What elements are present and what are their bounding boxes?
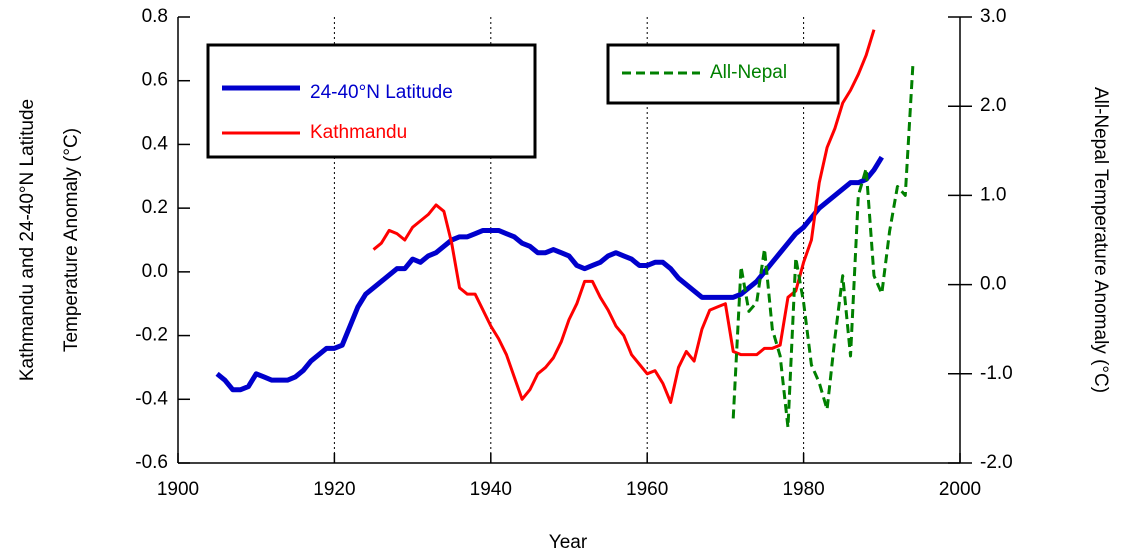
line-series (372, 29, 876, 404)
y2-tick-label: 0.0 (980, 274, 1006, 295)
y2-tick-label: 2.0 (980, 95, 1006, 116)
legend-label: 24-40°N Latitude (310, 82, 453, 103)
y-tick-label: -0.2 (135, 325, 168, 346)
x-tick-label: 1920 (313, 479, 355, 500)
legend-label: All-Nepal (710, 62, 787, 83)
y-tick-label: 0.6 (142, 70, 168, 91)
y2-axis-title: All-Nepal Temperature Anomaly (°C) (1090, 87, 1111, 393)
y-tick-label: 0.2 (142, 197, 168, 218)
y2-tick-label: 3.0 (980, 6, 1006, 27)
y2-tick-label: -2.0 (980, 452, 1013, 473)
line-series (215, 155, 884, 393)
x-tick-label: 1960 (626, 479, 668, 500)
y2-tick-label: 1.0 (980, 184, 1006, 205)
x-axis-title: Year (549, 532, 588, 553)
legend (206, 43, 537, 159)
legend-label: Kathmandu (310, 122, 407, 143)
x-tick-label: 1940 (470, 479, 512, 500)
y2-tick-label: -1.0 (980, 363, 1013, 384)
line-series (731, 61, 915, 429)
y-tick-label: 0.8 (142, 6, 168, 27)
x-tick-label: 2000 (939, 479, 981, 500)
y-axis-title: Temperature Anomaly (°C) (61, 128, 82, 352)
y-tick-label: -0.6 (135, 452, 168, 473)
y-tick-label: 0.0 (142, 261, 168, 282)
y-tick-label: 0.4 (142, 133, 169, 154)
y-axis-title: Kathmandu and 24-40°N Latitude (17, 99, 38, 381)
y-tick-label: -0.4 (135, 388, 168, 409)
legend (606, 43, 840, 105)
x-tick-label: 1900 (157, 479, 199, 500)
x-tick-label: 1980 (782, 479, 824, 500)
